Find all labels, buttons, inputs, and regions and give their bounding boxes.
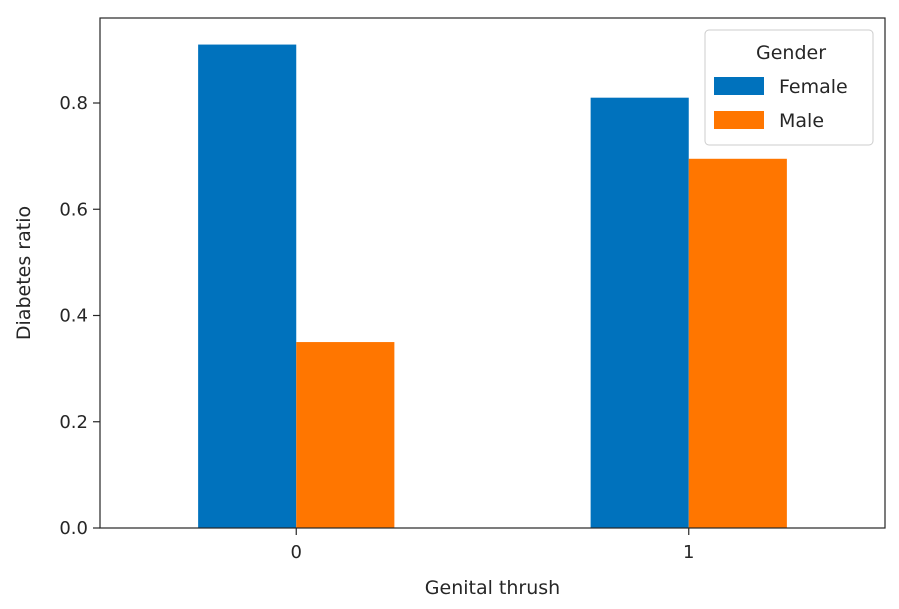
bars: [198, 44, 787, 528]
bar-female-1: [590, 97, 689, 528]
axes-frame: [99, 17, 886, 529]
x-tick-label: 0: [291, 542, 302, 563]
x-axis-label: Genital thrush: [425, 577, 560, 599]
legend-title: Gender: [756, 42, 826, 64]
legend-items: Female Male: [714, 76, 848, 132]
legend-label-female: Female: [779, 76, 848, 98]
y-tick-label: 0.4: [59, 306, 88, 327]
y-axis-label: Diabetes ratio: [13, 206, 35, 340]
legend-label-male: Male: [779, 110, 824, 132]
x-tick-label: 1: [683, 542, 694, 563]
y-tick-label: 0.6: [59, 199, 88, 220]
legend-swatch-male: [714, 111, 764, 129]
legend-swatch-female: [714, 77, 764, 95]
bar-male-0: [296, 342, 395, 528]
bar-female-0: [198, 44, 297, 528]
legend: Gender Female Male: [704, 29, 874, 146]
y-tick-label: 0.0: [59, 518, 88, 539]
y-axis-ticks: 0.0 0.2 0.4 0.6 0.8: [59, 93, 100, 539]
bar-male-1: [688, 158, 787, 528]
y-tick-label: 0.8: [59, 93, 88, 114]
y-tick-label: 0.2: [59, 412, 88, 433]
